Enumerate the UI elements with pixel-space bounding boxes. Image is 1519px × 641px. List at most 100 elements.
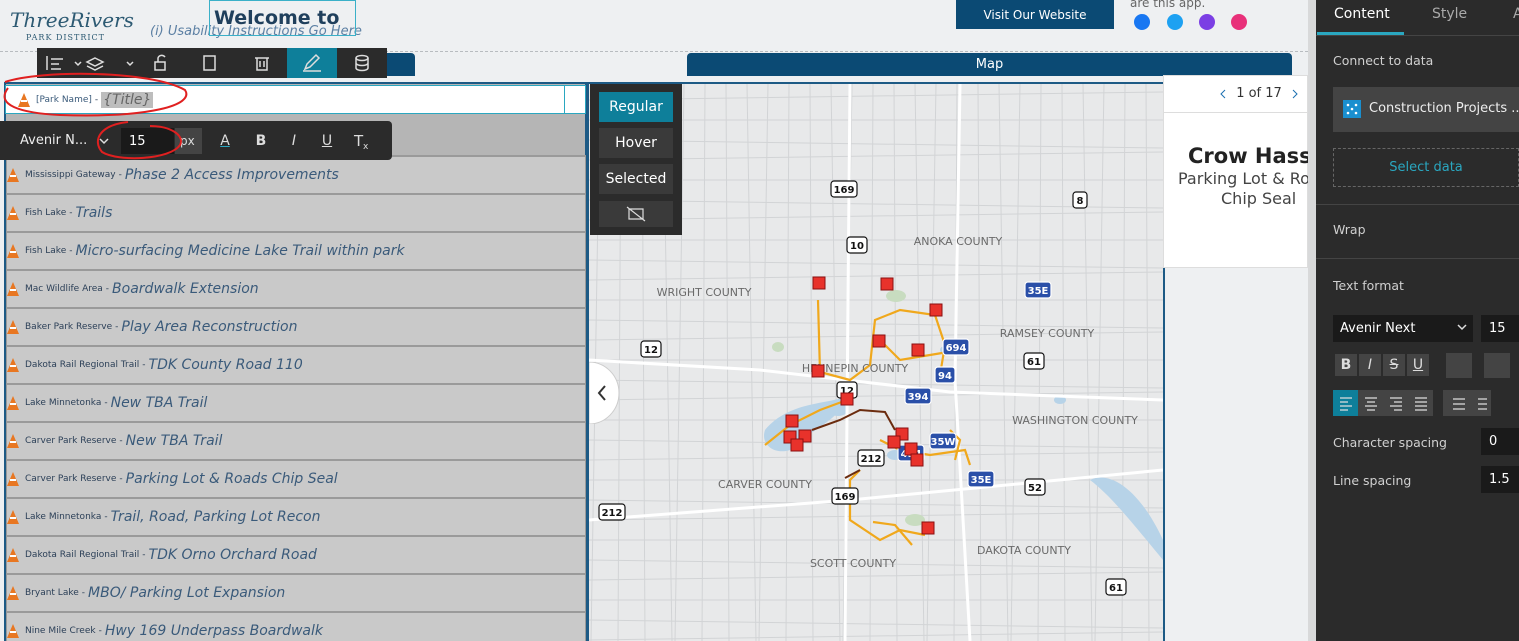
layers-icon[interactable] [85, 57, 105, 71]
data-source[interactable] [1333, 87, 1519, 132]
minor-road [998, 84, 1009, 641]
shield-label: 169 [834, 185, 855, 196]
style-button[interactable]: I [291, 133, 297, 149]
list-row[interactable]: Dakota Rail Regional Trail - TDK Orno Orch… [6, 536, 586, 574]
park-name: Baker Park Reserve [25, 322, 113, 332]
project-marker[interactable] [880, 277, 894, 291]
minor-road [746, 84, 757, 641]
style-button[interactable]: B [255, 133, 267, 149]
project-marker[interactable] [840, 392, 854, 406]
edit-icon[interactable] [303, 53, 321, 72]
font-select[interactable]: Avenir Next [1333, 315, 1473, 342]
list-row[interactable]: Bryant Lake - MBO/ Parking Lot Expansion [6, 574, 586, 612]
shield-label: 10 [850, 241, 864, 252]
line-spacing-input[interactable]: 1.5 [1481, 466, 1519, 493]
minor-road [589, 211, 1163, 221]
highway-shield [1024, 478, 1046, 496]
minor-road [977, 84, 982, 641]
minor-road [589, 271, 1163, 281]
panel-tab[interactable]: A [1513, 6, 1519, 22]
twitter-icon[interactable] [1167, 14, 1183, 30]
project-marker[interactable] [811, 364, 825, 378]
shield-label: 394 [908, 392, 929, 403]
style-button[interactable]: B [1335, 354, 1357, 376]
project-marker[interactable] [872, 334, 886, 348]
title: Hwy 169 Underpass Boardwalk [104, 623, 324, 639]
list-row[interactable]: Mac Wildlife Area - Boardwalk Extension [6, 270, 586, 308]
county-label: ANOKA COUNTY [914, 235, 1003, 248]
next-button[interactable] [1292, 89, 1298, 99]
font-color[interactable]: A [220, 133, 230, 149]
align-icon[interactable] [46, 56, 63, 70]
panel-tab[interactable]: Style [1432, 6, 1468, 22]
color-button[interactable]: ​ [1484, 353, 1510, 378]
state-reset[interactable] [599, 201, 673, 227]
highlight-button[interactable] [1446, 353, 1472, 378]
separator: - [98, 626, 102, 636]
minor-road [589, 319, 1163, 329]
list-row[interactable]: Fish Lake - Micro-surfacing Medicine Lake … [6, 232, 586, 270]
project-marker[interactable] [812, 276, 826, 290]
state-button[interactable]: Regular [599, 92, 673, 122]
link-icon[interactable] [1231, 14, 1247, 30]
facebook-icon[interactable] [1134, 14, 1150, 30]
character-spacing-input[interactable]: 0 [1481, 428, 1519, 455]
state-button[interactable]: Hover [599, 128, 673, 158]
separator [1316, 35, 1519, 36]
separator: - [119, 474, 123, 484]
select-data[interactable]: Select data [1333, 148, 1519, 187]
list-row[interactable]: Carver Park Reserve - Parking Lot & Roads … [6, 460, 586, 498]
welcome[interactable]: Welcome to [209, 0, 356, 36]
dropdown-icon [99, 138, 109, 145]
project-marker[interactable] [910, 453, 924, 467]
highway-shield [831, 487, 859, 505]
list-row[interactable]: Nine Mile Creek - Hwy 169 Underpass Boardw… [6, 612, 586, 641]
highway-shield [640, 340, 662, 358]
style-button[interactable]: S [1383, 354, 1405, 376]
project-marker[interactable] [929, 303, 943, 317]
detail-card [1163, 75, 1308, 268]
separator: - [104, 398, 108, 408]
list-row[interactable]: Lake Minnetonka - Trail, Road, Parking Lot… [6, 498, 586, 536]
style-button[interactable]: U [321, 133, 333, 149]
selected-row[interactable]: [Park Name] - {Title} [5, 85, 586, 114]
highway-shield [1072, 191, 1088, 209]
size-input[interactable]: 15 [1481, 315, 1519, 342]
map-tab[interactable]: Map [687, 53, 1292, 76]
font-select[interactable]: Avenir N... [20, 133, 88, 148]
list-row[interactable]: Baker Park Reserve - Play Area Reconstruct… [6, 308, 586, 346]
size-input[interactable]: 15 [121, 128, 174, 154]
align-left[interactable] [1333, 390, 1358, 416]
cone-icon [7, 510, 19, 524]
website-button[interactable]: Visit Our Website [956, 0, 1114, 29]
lock-icon[interactable] [154, 61, 166, 71]
project-marker[interactable] [904, 442, 918, 456]
cone-icon [7, 168, 19, 182]
data-icon[interactable] [355, 54, 369, 62]
county-label: HENNEPIN COUNTY [802, 362, 909, 375]
project-marker[interactable] [887, 435, 901, 449]
settings-icon[interactable] [203, 55, 216, 71]
map[interactable]: ANOKA COUNTY WRIGHT COUNTY RAMSEY COUNTY HE… [589, 84, 1163, 641]
delete-icon[interactable] [255, 57, 269, 71]
list-row[interactable]: Lake Minnetonka - New TBA Trail [6, 384, 586, 422]
list-row[interactable]: Fish Lake - Trails [6, 194, 586, 232]
project-marker[interactable] [911, 343, 925, 357]
minor-road [926, 84, 937, 641]
edit-button[interactable] [287, 48, 337, 78]
project-marker[interactable] [785, 414, 799, 428]
style-button[interactable]: U [1407, 354, 1429, 376]
state-button[interactable]: Selected [599, 164, 673, 194]
list-row[interactable]: Mississippi Gateway - Phase 2 Access Impro… [6, 156, 586, 194]
prev-button[interactable] [1220, 89, 1226, 99]
style-button[interactable]: I [1359, 354, 1381, 376]
list-row[interactable]: Dakota Rail Regional Trail - TDK County Ro… [6, 346, 586, 384]
project-marker[interactable] [921, 521, 935, 535]
project-marker[interactable] [790, 438, 804, 452]
email-icon[interactable] [1199, 14, 1215, 30]
list-row[interactable]: Carver Park Reserve - New TBA Trail [6, 422, 586, 460]
panel-tab[interactable]: Content [1334, 6, 1390, 22]
collapse-button[interactable] [589, 362, 619, 424]
source-icon [1343, 100, 1361, 118]
